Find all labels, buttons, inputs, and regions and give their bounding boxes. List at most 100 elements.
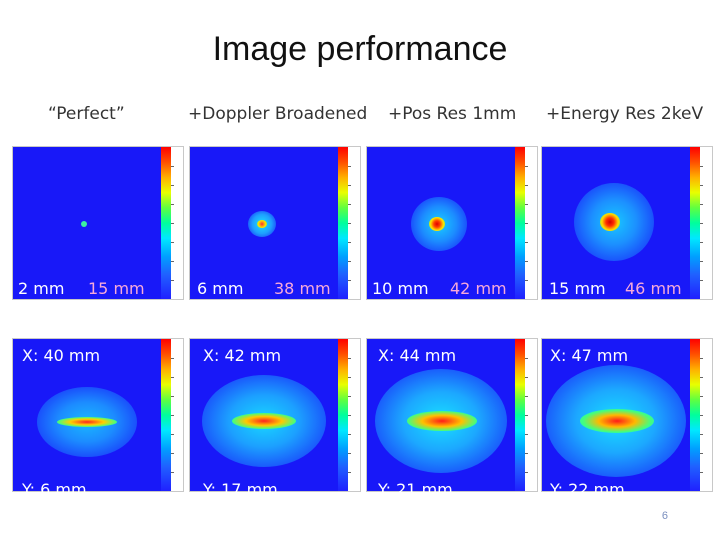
- scale-tick: [700, 242, 703, 243]
- scale-tick: [348, 415, 351, 416]
- slide-title: Image performance: [212, 30, 508, 68]
- scale-tick: [171, 166, 174, 167]
- scale-tick: [348, 453, 351, 454]
- hotspot: [429, 217, 445, 231]
- scale-tick: [700, 377, 703, 378]
- scale-tick: [171, 472, 174, 473]
- scale-tick: [525, 396, 528, 397]
- scale-tick: [525, 185, 528, 186]
- caption-fwhm: 6 mm: [197, 279, 244, 298]
- heatmap-plot: [542, 147, 690, 299]
- scale-tick: [171, 185, 174, 186]
- scale-tick: [700, 415, 703, 416]
- color-scale-ticks: [348, 147, 360, 299]
- scale-tick: [525, 280, 528, 281]
- top-panel-doppler: [189, 146, 361, 300]
- color-scale-ticks: [700, 339, 712, 491]
- heatmap-plot: [367, 339, 515, 491]
- scale-tick: [700, 185, 703, 186]
- color-scale-bar: [690, 339, 700, 491]
- bottom-panel-pos-res: [366, 338, 538, 492]
- color-scale-ticks: [348, 339, 360, 491]
- color-scale-bar: [515, 339, 525, 491]
- scale-tick: [348, 204, 351, 205]
- scale-tick: [171, 453, 174, 454]
- page-number: 6: [661, 510, 668, 522]
- column-header-doppler: +Doppler Broadened: [188, 104, 368, 124]
- caption-width: 38 mm: [274, 279, 331, 298]
- scale-tick: [700, 453, 703, 454]
- scale-tick: [525, 377, 528, 378]
- caption-fwhm: 15 mm: [549, 279, 606, 298]
- caption-width: 15 mm: [88, 279, 145, 298]
- color-scale-ticks: [171, 339, 183, 491]
- column-header-energy-res: +Energy Res 2keV: [546, 104, 704, 124]
- bottom-panel-energy-res: [541, 338, 713, 492]
- scale-tick: [171, 223, 174, 224]
- scale-tick: [700, 358, 703, 359]
- bottom-panel-perfect: [12, 338, 184, 492]
- heatmap-plot: [542, 339, 690, 491]
- scale-tick: [700, 280, 703, 281]
- scale-tick: [348, 185, 351, 186]
- heatmap-plot: [13, 147, 161, 299]
- streak: [232, 413, 296, 429]
- scale-tick: [348, 261, 351, 262]
- color-scale-ticks: [171, 147, 183, 299]
- caption-y-width: Y: 21 mm: [378, 480, 453, 499]
- streak: [57, 417, 117, 427]
- scale-tick: [525, 434, 528, 435]
- scale-tick: [700, 472, 703, 473]
- caption-y-width: Y: 22 mm: [550, 480, 625, 499]
- heatmap-plot: [13, 339, 161, 491]
- caption-fwhm: 10 mm: [372, 279, 429, 298]
- heatmap-plot: [190, 339, 338, 491]
- column-header-pos-res: +Pos Res 1mm: [388, 104, 517, 124]
- bottom-panel-doppler: [189, 338, 361, 492]
- caption-width: 46 mm: [625, 279, 682, 298]
- scale-tick: [525, 223, 528, 224]
- scale-tick: [348, 223, 351, 224]
- caption-width: 42 mm: [450, 279, 507, 298]
- scale-tick: [700, 223, 703, 224]
- scale-tick: [348, 396, 351, 397]
- scale-tick: [525, 472, 528, 473]
- caption-y-width: Y: 17 mm: [203, 480, 278, 499]
- scale-tick: [700, 166, 703, 167]
- scale-tick: [171, 204, 174, 205]
- scale-tick: [348, 377, 351, 378]
- scale-tick: [525, 415, 528, 416]
- scale-tick: [348, 242, 351, 243]
- heatmap-plot: [190, 147, 338, 299]
- color-scale-bar: [161, 339, 171, 491]
- scale-tick: [348, 434, 351, 435]
- scale-tick: [525, 166, 528, 167]
- streak: [580, 409, 654, 433]
- caption-x-width: X: 44 mm: [378, 346, 457, 365]
- hotspot: [600, 213, 620, 231]
- color-scale-bar: [690, 147, 700, 299]
- scale-tick: [171, 280, 174, 281]
- scale-tick: [171, 377, 174, 378]
- hotspot: [81, 221, 87, 227]
- scale-tick: [171, 242, 174, 243]
- caption-x-width: X: 42 mm: [203, 346, 282, 365]
- caption-x-width: X: 47 mm: [550, 346, 629, 365]
- scale-tick: [171, 434, 174, 435]
- scale-tick: [700, 204, 703, 205]
- scale-tick: [525, 358, 528, 359]
- scale-tick: [171, 358, 174, 359]
- scale-tick: [525, 204, 528, 205]
- scale-tick: [700, 434, 703, 435]
- scale-tick: [700, 396, 703, 397]
- column-header-perfect: “Perfect”: [48, 104, 125, 124]
- color-scale-bar: [338, 147, 348, 299]
- scale-tick: [348, 280, 351, 281]
- color-scale-bar: [161, 147, 171, 299]
- top-panel-energy-res: [541, 146, 713, 300]
- caption-y-width: Y: 6 mm: [22, 480, 87, 499]
- color-scale-ticks: [525, 339, 537, 491]
- scale-tick: [525, 453, 528, 454]
- scale-tick: [171, 396, 174, 397]
- top-panel-perfect: [12, 146, 184, 300]
